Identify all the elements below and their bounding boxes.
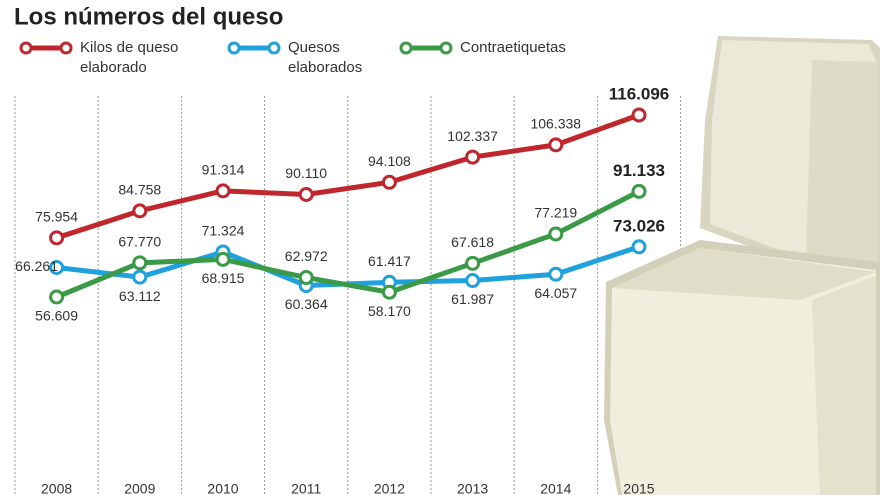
point — [465, 273, 481, 289]
point — [631, 239, 647, 255]
legend-label: Contraetiquetas — [460, 39, 566, 56]
legend-item: Contraetiquetas — [398, 38, 598, 58]
point — [465, 255, 481, 271]
legend-label: Kilos de queso elaborado — [80, 39, 179, 76]
point — [132, 269, 148, 285]
point — [381, 284, 397, 300]
data-label: 75.954 — [35, 209, 78, 225]
data-label: 62.972 — [285, 248, 328, 264]
data-label: 63.112 — [119, 288, 161, 304]
chart-title: Los números del queso — [14, 3, 283, 30]
series-line — [55, 112, 640, 241]
point — [215, 183, 231, 199]
data-label: 66.261 — [15, 258, 58, 274]
data-label: 58.170 — [368, 303, 411, 319]
data-label: 94.108 — [368, 153, 411, 169]
data-label: 56.609 — [35, 308, 78, 324]
point — [215, 251, 231, 267]
data-label: 61.987 — [451, 291, 494, 307]
x-tick-label: 2012 — [374, 481, 405, 495]
data-label: 67.770 — [118, 234, 161, 250]
point — [49, 259, 65, 275]
x-tick-label: 2014 — [540, 481, 571, 495]
x-tick-label: 2008 — [41, 481, 72, 495]
plot-area: 2008 2009 2010 2011 2012 2013 2014 2015 75.954 84… — [15, 84, 669, 495]
data-label: 73.026 — [613, 216, 665, 235]
data-label: 77.219 — [534, 205, 577, 221]
point — [49, 289, 65, 305]
data-label: 91.133 — [613, 161, 665, 180]
point — [548, 266, 564, 282]
data-label: 61.417 — [368, 253, 411, 269]
point — [132, 203, 148, 219]
point — [631, 183, 647, 199]
data-label: 67.618 — [451, 234, 494, 250]
legend-swatch — [19, 41, 73, 55]
x-tick-label: 2011 — [291, 481, 321, 495]
data-label: 64.057 — [534, 285, 577, 301]
legend-swatch — [399, 41, 453, 55]
x-tick-label: 2010 — [207, 481, 238, 495]
legend-label: Quesos elaborados — [288, 39, 363, 76]
data-label: 116.096 — [609, 84, 670, 103]
point — [548, 226, 564, 242]
point — [381, 174, 397, 190]
data-label: 60.364 — [285, 296, 328, 312]
data-label: 71.324 — [202, 223, 245, 239]
data-label: 102.337 — [447, 128, 498, 144]
series-line — [55, 189, 641, 300]
dividers — [14, 96, 682, 495]
x-tick-label: 2015 — [623, 481, 654, 495]
data-label: 91.314 — [202, 162, 245, 178]
point — [548, 137, 564, 153]
data-label: 84.758 — [118, 182, 161, 198]
data-label: 106.338 — [530, 116, 581, 132]
data-label: 68.915 — [202, 270, 245, 286]
point — [132, 255, 148, 271]
data-label: 90.110 — [285, 165, 327, 181]
x-tick-label: 2009 — [124, 481, 155, 495]
point — [465, 149, 481, 165]
point — [298, 270, 314, 286]
point — [631, 107, 647, 123]
legend-item: Kilos de queso elaborado — [18, 38, 198, 78]
x-tick-label: 2013 — [457, 481, 488, 495]
point — [298, 187, 314, 203]
cheese-image — [604, 36, 880, 495]
legend-swatch — [227, 41, 281, 55]
point — [49, 230, 65, 246]
legend-item: Quesos elaborados — [226, 38, 386, 78]
